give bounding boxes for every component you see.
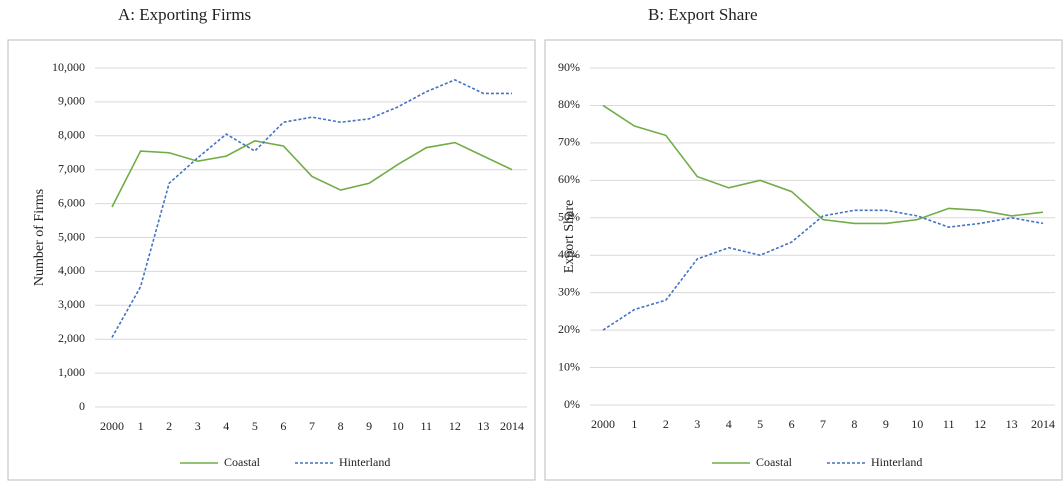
y-tick-label: 80% (558, 97, 580, 111)
y-axis-label: Number of Firms (32, 189, 47, 286)
panel-title: B: Export Share (648, 5, 758, 24)
x-tick-label: 12 (449, 419, 461, 433)
x-tick-label: 3 (694, 417, 700, 431)
panel-frame (544, 39, 1063, 481)
x-tick-label: 4 (223, 419, 229, 433)
x-tick-label: 2014 (500, 419, 524, 433)
x-tick-label: 2 (663, 417, 669, 431)
legend-label: Coastal (756, 455, 793, 469)
x-tick-label: 7 (309, 419, 315, 433)
y-tick-label: 0% (564, 397, 580, 411)
x-tick-label: 1 (631, 417, 637, 431)
x-tick-label: 5 (757, 417, 763, 431)
y-tick-label: 20% (558, 322, 580, 336)
x-tick-label: 9 (366, 419, 372, 433)
x-tick-label: 2000 (100, 419, 124, 433)
legend-label: Coastal (224, 455, 261, 469)
y-tick-label: 1,000 (58, 365, 85, 379)
y-tick-label: 5,000 (58, 229, 85, 243)
x-tick-label: 12 (974, 417, 986, 431)
y-tick-label: 10% (558, 359, 580, 373)
x-tick-label: 10 (392, 419, 404, 433)
y-tick-label: 4,000 (58, 263, 85, 277)
x-tick-label: 8 (851, 417, 857, 431)
y-tick-label: 9,000 (58, 94, 85, 108)
x-tick-label: 13 (477, 419, 489, 433)
x-tick-label: 2000 (591, 417, 615, 431)
series-line (111, 78, 512, 338)
x-tick-label: 10 (911, 417, 923, 431)
y-tick-label: 10,000 (52, 60, 85, 74)
x-tick-label: 6 (789, 417, 795, 431)
x-tick-label: 11 (943, 417, 955, 431)
y-tick-label: 40% (558, 247, 580, 261)
y-tick-label: 3,000 (58, 297, 85, 311)
y-tick-label: 7,000 (58, 161, 85, 175)
x-tick-label: 7 (820, 417, 826, 431)
x-tick-label: 6 (280, 419, 286, 433)
legend-label: Hinterland (871, 455, 922, 469)
x-tick-label: 2014 (1031, 417, 1055, 431)
y-tick-label: 2,000 (58, 331, 85, 345)
x-tick-label: 3 (195, 419, 201, 433)
series-line (602, 104, 1044, 225)
x-tick-label: 8 (338, 419, 344, 433)
y-tick-label: 6,000 (58, 195, 85, 209)
y-tick-label: 30% (558, 284, 580, 298)
series-line (602, 209, 1044, 331)
y-tick-label: 8,000 (58, 128, 85, 142)
x-tick-label: 2 (166, 419, 172, 433)
y-tick-label: 60% (558, 172, 580, 186)
x-tick-label: 11 (421, 419, 433, 433)
legend-label: Hinterland (339, 455, 390, 469)
x-tick-label: 13 (1006, 417, 1018, 431)
y-tick-label: 0 (79, 399, 85, 413)
series-line (111, 140, 513, 208)
panel-frame (7, 39, 536, 481)
x-tick-label: 4 (726, 417, 732, 431)
panel-title: A: Exporting Firms (118, 5, 251, 24)
x-tick-label: 1 (138, 419, 144, 433)
y-axis-label: Export Share (562, 200, 577, 273)
x-tick-label: 5 (252, 419, 258, 433)
y-tick-label: 90% (558, 60, 580, 74)
y-tick-label: 70% (558, 135, 580, 149)
x-tick-label: 9 (883, 417, 889, 431)
y-tick-label: 50% (558, 210, 580, 224)
